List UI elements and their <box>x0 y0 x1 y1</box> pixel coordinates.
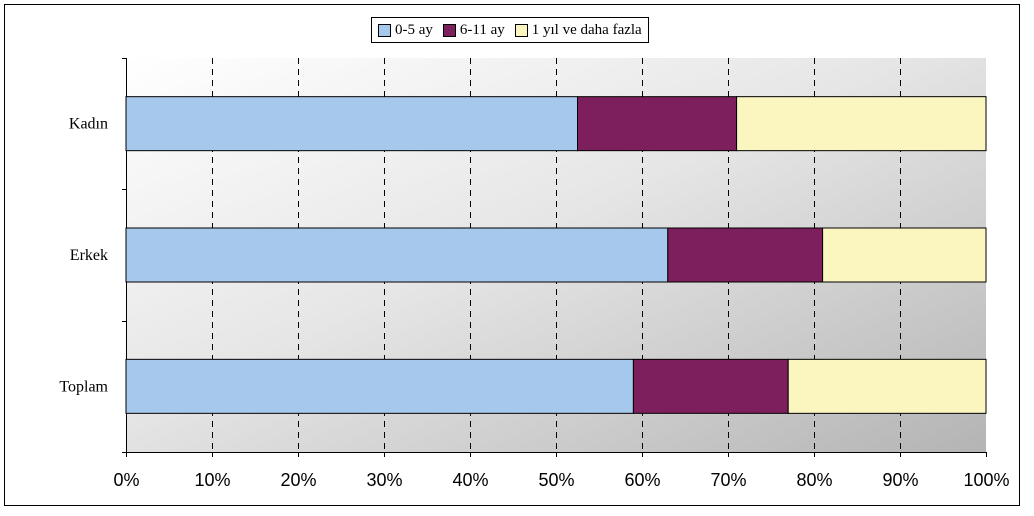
x-tick-label: 0% <box>113 470 139 490</box>
bar-segment <box>736 96 987 152</box>
category-label: Erkek <box>70 247 108 264</box>
x-tick-label: 70% <box>710 470 746 490</box>
x-tick-label: 30% <box>366 470 402 490</box>
legend-item-1-yil: 1 yıl ve daha fazla <box>514 21 642 39</box>
x-tick-label: 90% <box>882 470 918 490</box>
bar-segment <box>632 358 789 414</box>
legend: 0-5 ay 6-11 ay 1 yıl ve daha fazla <box>371 17 649 43</box>
bar-segment <box>125 96 578 152</box>
legend-label-6-11-ay: 6-11 ay <box>459 21 505 38</box>
bar-segment <box>125 227 669 283</box>
x-tick-label: 20% <box>280 470 316 490</box>
bar-segment <box>125 358 634 414</box>
legend-swatch-1-yil <box>514 23 528 37</box>
category-label: Kadın <box>69 116 108 133</box>
legend-swatch-6-11-ay <box>442 23 456 37</box>
legend-label-1-yil: 1 yıl ve daha fazla <box>531 21 642 38</box>
legend-item-6-11-ay: 6-11 ay <box>442 21 505 39</box>
x-tick-label: 60% <box>624 470 660 490</box>
bar-segment <box>787 358 987 414</box>
x-tick-label: 80% <box>796 470 832 490</box>
x-tick-label: 50% <box>538 470 574 490</box>
legend-item-0-5-ay: 0-5 ay <box>378 22 433 39</box>
x-tick-label: 40% <box>452 470 488 490</box>
bar-segment <box>822 227 987 283</box>
bar-segment <box>667 227 824 283</box>
bar-segment <box>577 96 738 152</box>
category-label: Toplam <box>59 378 108 395</box>
x-tick-label: 100% <box>963 470 1009 490</box>
legend-label-0-5-ay: 0-5 ay <box>395 21 433 38</box>
legend-swatch-0-5-ay <box>378 23 391 37</box>
x-tick-label: 10% <box>194 470 230 490</box>
